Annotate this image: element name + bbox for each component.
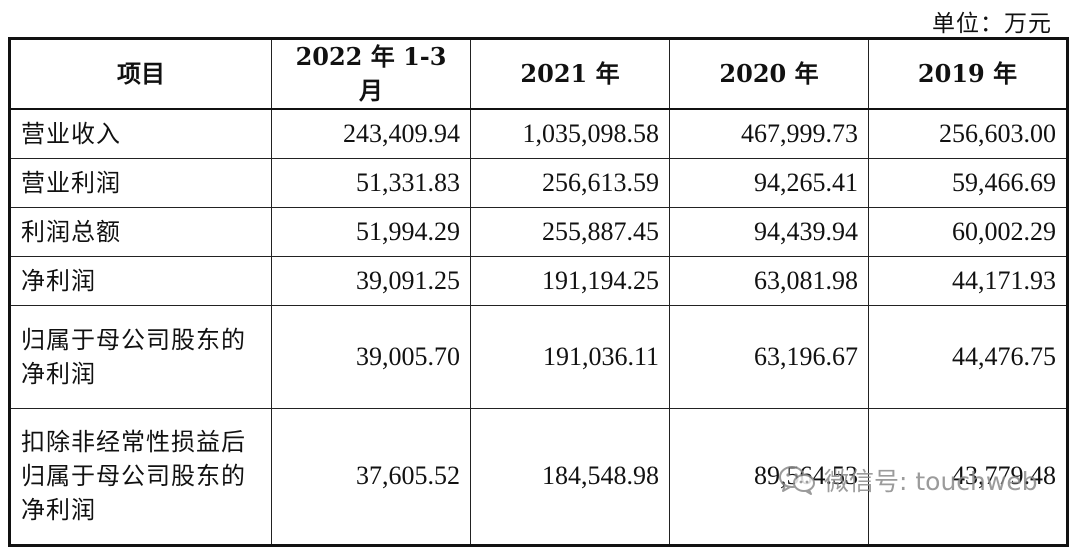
cell-value: 256,603.00	[868, 108, 1068, 159]
cell-value: 1,035,098.58	[470, 108, 670, 159]
financial-table: 项目 2022 年 1-3 月 2021 年 2020 年 2019 年 营业收…	[8, 37, 1069, 547]
row-label: 扣除非经常性损益后归属于母公司股东的净利润	[9, 407, 272, 546]
table-row: 营业收入 243,409.94 1,035,098.58 467,999.73 …	[9, 108, 1068, 159]
header-2021: 2021 年	[470, 38, 670, 110]
cell-value: 243,409.94	[271, 108, 471, 159]
cell-value: 467,999.73	[669, 108, 869, 159]
row-label: 归属于母公司股东的净利润	[9, 304, 272, 409]
row-label: 营业收入	[9, 108, 272, 159]
table-row: 营业利润 51,331.83 256,613.59 94,265.41 59,4…	[9, 157, 1068, 208]
cell-value: 60,002.29	[868, 206, 1068, 257]
cell-value: 51,994.29	[271, 206, 471, 257]
cell-value: 191,036.11	[470, 304, 670, 409]
cell-value: 39,005.70	[271, 304, 471, 409]
table-header-row: 项目 2022 年 1-3 月 2021 年 2020 年 2019 年	[9, 38, 1068, 110]
table-row: 归属于母公司股东的净利润 39,005.70 191,036.11 63,196…	[9, 304, 1068, 409]
table-row: 利润总额 51,994.29 255,887.45 94,439.94 60,0…	[9, 206, 1068, 257]
cell-value: 51,331.83	[271, 157, 471, 208]
cell-value: 37,605.52	[271, 407, 471, 546]
header-item: 项目	[9, 38, 272, 110]
table-row: 扣除非经常性损益后归属于母公司股东的净利润 37,605.52 184,548.…	[9, 407, 1068, 546]
cell-value: 94,439.94	[669, 206, 869, 257]
cell-value: 43,779.48	[868, 407, 1068, 546]
watermark-text: 微信号: touchweb	[824, 467, 1038, 496]
cell-value: 191,194.25	[470, 255, 670, 306]
cell-value: 63,196.67	[669, 304, 869, 409]
cell-value: 44,171.93	[868, 255, 1068, 306]
cell-value: 39,091.25	[271, 255, 471, 306]
cell-value: 94,265.41	[669, 157, 869, 208]
cell-value: 255,887.45	[470, 206, 670, 257]
cell-value: 59,466.69	[868, 157, 1068, 208]
unit-label: 单位：万元	[932, 11, 1052, 37]
header-2019: 2019 年	[868, 38, 1068, 110]
row-label: 营业利润	[9, 157, 272, 208]
row-label: 净利润	[9, 255, 272, 306]
header-2022q1: 2022 年 1-3 月	[271, 38, 471, 110]
table-row: 净利润 39,091.25 191,194.25 63,081.98 44,17…	[9, 255, 1068, 306]
cell-value: 256,613.59	[470, 157, 670, 208]
cell-value: 184,548.98	[470, 407, 670, 546]
wechat-watermark: 微信号: touchweb	[778, 460, 1038, 500]
cell-value: 44,476.75	[868, 304, 1068, 409]
header-2020: 2020 年	[669, 38, 869, 110]
row-label: 利润总额	[9, 206, 272, 257]
wechat-icon	[779, 466, 815, 495]
cell-value: 63,081.98	[669, 255, 869, 306]
